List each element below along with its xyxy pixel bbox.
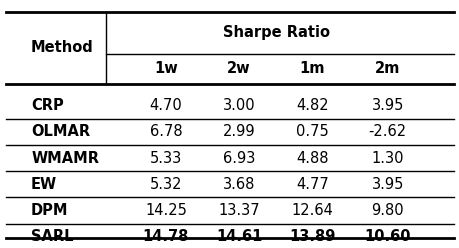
Text: SARL: SARL bbox=[31, 229, 73, 244]
Text: 2w: 2w bbox=[227, 61, 251, 76]
Text: 5.32: 5.32 bbox=[150, 177, 182, 192]
Text: 3.68: 3.68 bbox=[223, 177, 255, 192]
Text: 1w: 1w bbox=[154, 61, 178, 76]
Text: 3.95: 3.95 bbox=[371, 177, 403, 192]
Text: 0.75: 0.75 bbox=[295, 124, 328, 139]
Text: 4.82: 4.82 bbox=[295, 98, 328, 113]
Text: 4.88: 4.88 bbox=[296, 151, 328, 166]
Text: 1m: 1m bbox=[299, 61, 325, 76]
Text: 3.95: 3.95 bbox=[371, 98, 403, 113]
Text: 14.78: 14.78 bbox=[142, 229, 189, 244]
Text: 6.78: 6.78 bbox=[149, 124, 182, 139]
Text: 5.33: 5.33 bbox=[150, 151, 182, 166]
Text: 4.70: 4.70 bbox=[149, 98, 182, 113]
Text: DPM: DPM bbox=[31, 203, 68, 218]
Text: -2.62: -2.62 bbox=[368, 124, 406, 139]
Text: 3.00: 3.00 bbox=[222, 98, 255, 113]
Text: 12.64: 12.64 bbox=[291, 203, 332, 218]
Text: EW: EW bbox=[31, 177, 57, 192]
Text: 10.60: 10.60 bbox=[364, 229, 410, 244]
Text: WMAMR: WMAMR bbox=[31, 151, 99, 166]
Text: 14.61: 14.61 bbox=[215, 229, 262, 244]
Text: 1.30: 1.30 bbox=[371, 151, 403, 166]
Text: 4.77: 4.77 bbox=[295, 177, 328, 192]
Text: 13.37: 13.37 bbox=[218, 203, 259, 218]
Text: 6.93: 6.93 bbox=[223, 151, 255, 166]
Text: CRP: CRP bbox=[31, 98, 64, 113]
Text: 14.25: 14.25 bbox=[145, 203, 186, 218]
Text: 13.89: 13.89 bbox=[289, 229, 335, 244]
Text: Sharpe Ratio: Sharpe Ratio bbox=[223, 25, 330, 39]
Text: 2m: 2m bbox=[374, 61, 399, 76]
Text: 9.80: 9.80 bbox=[370, 203, 403, 218]
Text: Method: Method bbox=[31, 40, 94, 56]
Text: OLMAR: OLMAR bbox=[31, 124, 90, 139]
Text: 2.99: 2.99 bbox=[222, 124, 255, 139]
